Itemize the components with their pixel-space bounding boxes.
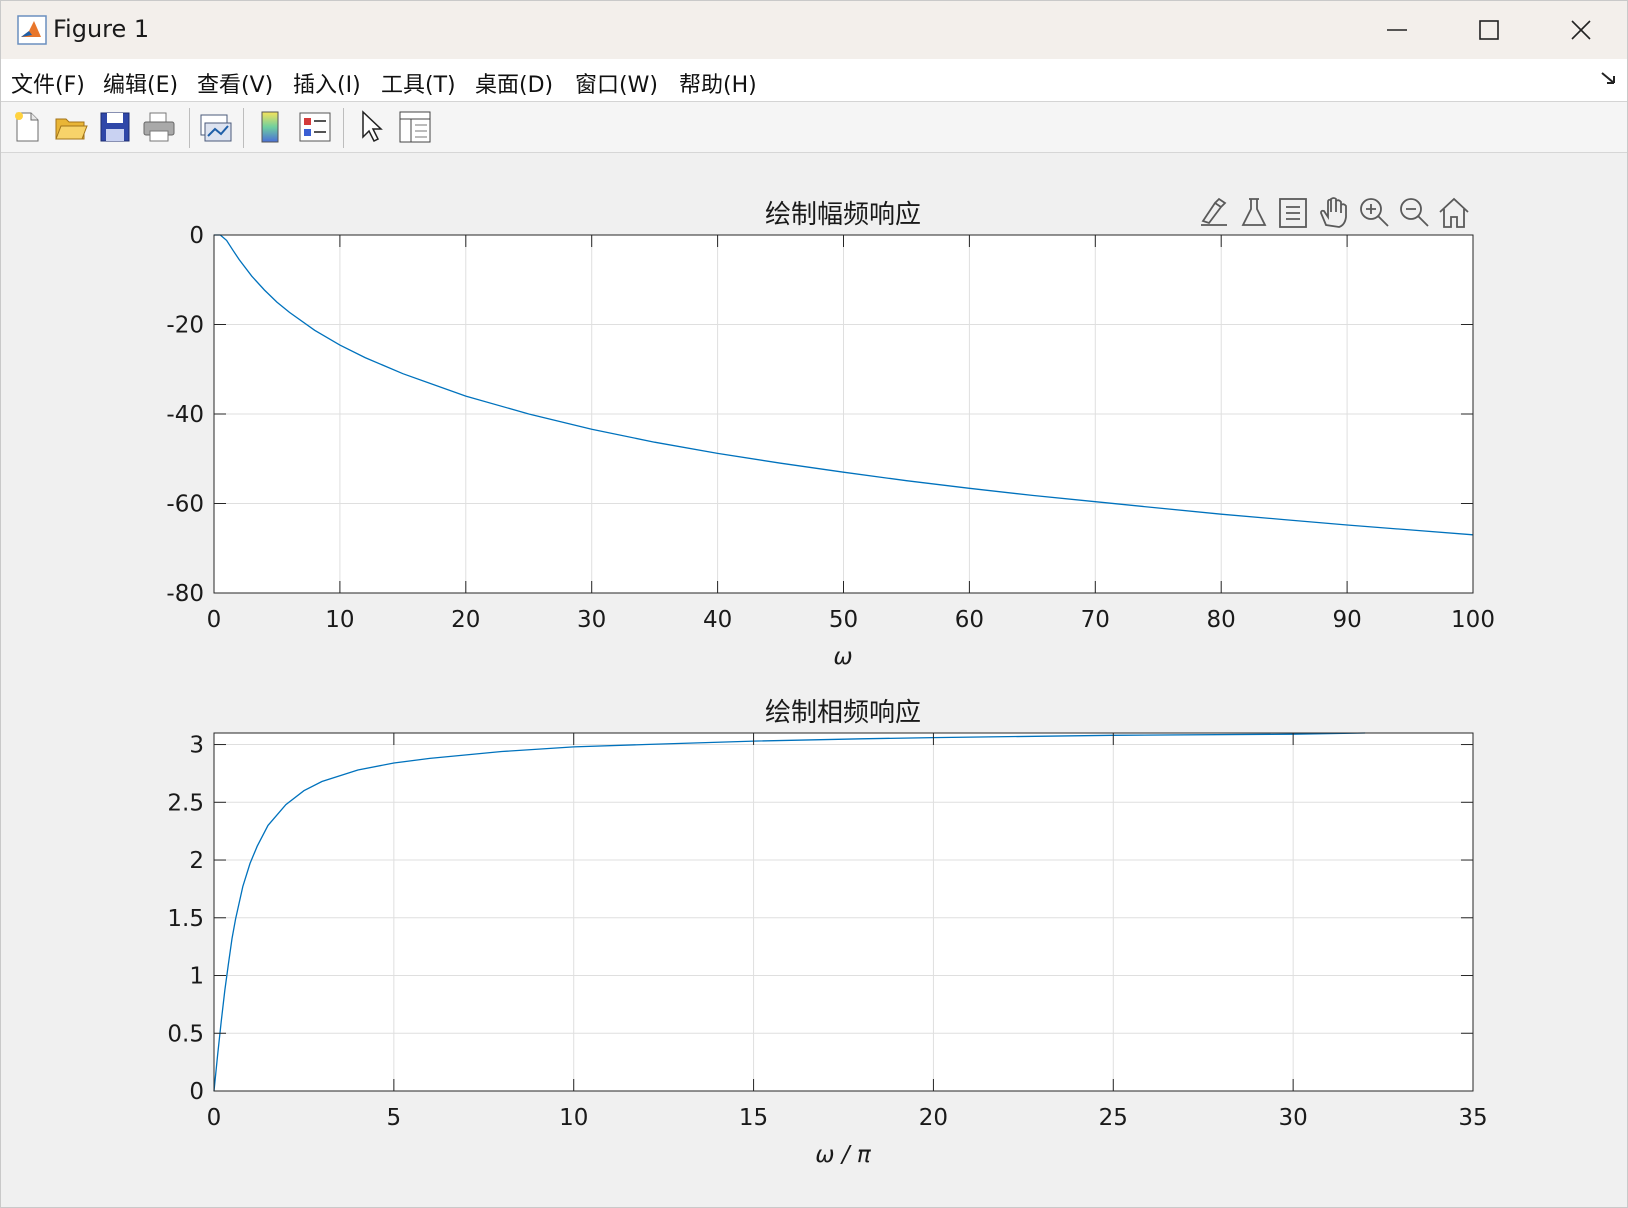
menu-file[interactable]: 文件(F) [11,73,85,98]
menu-edit[interactable]: 编辑(E) [103,73,179,98]
x-tick-label: 100 [1451,607,1495,633]
x-tick-label: 80 [1207,607,1236,633]
data-tips-icon[interactable] [1241,198,1267,226]
axes-magnitude-title: 绘制幅频响应 [765,200,921,230]
menu-desktop[interactable]: 桌面(D) [475,73,554,98]
toolbar-separator [343,108,344,148]
x-tick-label: 15 [739,1105,768,1131]
x-tick-label: 60 [955,607,984,633]
zoom-in-icon[interactable] [1360,198,1389,227]
phase-series-line [213,732,1366,1092]
x-tick-label: 0 [207,1105,222,1131]
title-bar: Figure 1 [1,1,1627,59]
x-tick-label: 20 [451,607,480,633]
link-plot-icon[interactable] [197,109,233,145]
save-icon[interactable] [97,109,133,145]
x-tick-label: 5 [387,1105,402,1131]
open-file-icon[interactable] [53,109,89,145]
y-tick-label: 2 [189,848,204,874]
y-tick-label: -20 [166,313,204,339]
close-icon [1571,20,1591,40]
x-tick-label: 20 [919,1105,948,1131]
axes-magnitude-xlabel: ω [833,644,852,670]
maximize-button[interactable] [1443,1,1535,59]
magnitude-series-line [214,234,1474,536]
window-title: Figure 1 [53,15,150,43]
minimize-icon [1387,29,1407,31]
toolbar-separator [189,108,190,148]
menu-view[interactable]: 查看(V) [197,73,274,98]
y-tick-label: 2.5 [167,790,204,816]
axes-magnitude[interactable]: 0 10 20 30 40 50 60 70 80 90 100 0 -20 -40 -60 -80 绘制幅频… [166,200,1495,670]
x-tick-label: 10 [559,1105,588,1131]
legend-icon[interactable] [297,109,333,145]
y-tick-label: -40 [166,402,204,428]
x-tick-label: 25 [1099,1105,1128,1131]
y-tick-label: 1 [189,964,204,990]
toolbar-separator [243,108,244,148]
x-tick-label: 35 [1458,1105,1487,1131]
x-tick-label: 90 [1332,607,1361,633]
rotate-icon[interactable] [1279,198,1307,228]
menu-bar: 文件(F) 编辑(E) 查看(V) 插入(I) 工具(T) 桌面(D) 窗口(W… [1,59,1627,102]
y-tick-label: 0.5 [167,1021,204,1047]
brush-icon[interactable] [1201,197,1227,226]
axes-phase-title: 绘制相频响应 [765,698,921,728]
axes-magnitude-ticks: 0 10 20 30 40 50 60 70 80 90 100 0 -20 -40 -60 -80 [166,223,1495,633]
new-figure-icon[interactable] [9,109,45,145]
y-tick-label: 1.5 [167,906,204,932]
y-tick-label: 0 [189,1079,204,1105]
menu-help[interactable]: 帮助(H) [679,73,757,98]
property-inspector-icon[interactable] [397,109,433,145]
print-icon[interactable] [141,109,177,145]
y-tick-label: -80 [166,581,204,607]
axes-phase-ticks: 0 5 10 15 20 25 30 35 0 0.5 1 1.5 2 2.5 3 [167,733,1487,1131]
x-tick-label: 30 [577,607,606,633]
pointer-icon[interactable] [353,109,389,145]
x-tick-label: 70 [1081,607,1110,633]
close-button[interactable] [1535,1,1627,59]
maximize-icon [1479,20,1499,40]
zoom-out-icon[interactable] [1400,198,1429,227]
axes-phase-box [213,732,1474,1092]
axes-phase[interactable]: 0 5 10 15 20 25 30 35 0 0.5 1 1.5 2 2.5 3 绘制相频响应 ω / π [167,698,1487,1168]
x-tick-label: 30 [1279,1105,1308,1131]
y-tick-label: 0 [189,223,204,249]
x-tick-label: 40 [703,607,732,633]
dock-arrow-icon[interactable] [1599,69,1619,89]
menu-tools[interactable]: 工具(T) [381,73,456,98]
axes-phase-background [214,733,1473,1091]
x-tick-label: 50 [829,607,858,633]
colorbar-icon[interactable] [253,109,289,145]
matlab-logo-icon [17,15,47,45]
pan-icon[interactable] [1320,197,1347,228]
minimize-button[interactable] [1351,1,1443,59]
x-tick-label: 0 [207,607,222,633]
x-tick-label: 10 [325,607,354,633]
menu-window[interactable]: 窗口(W) [575,73,658,98]
axes-phase-xlabel: ω / π [815,1142,872,1168]
y-tick-label: 3 [189,733,204,759]
home-icon[interactable] [1439,197,1469,228]
menu-insert[interactable]: 插入(I) [293,73,361,98]
y-tick-label: -60 [166,492,204,518]
axes-toolbar [1201,197,1469,228]
figure-toolbar [1,102,1627,153]
